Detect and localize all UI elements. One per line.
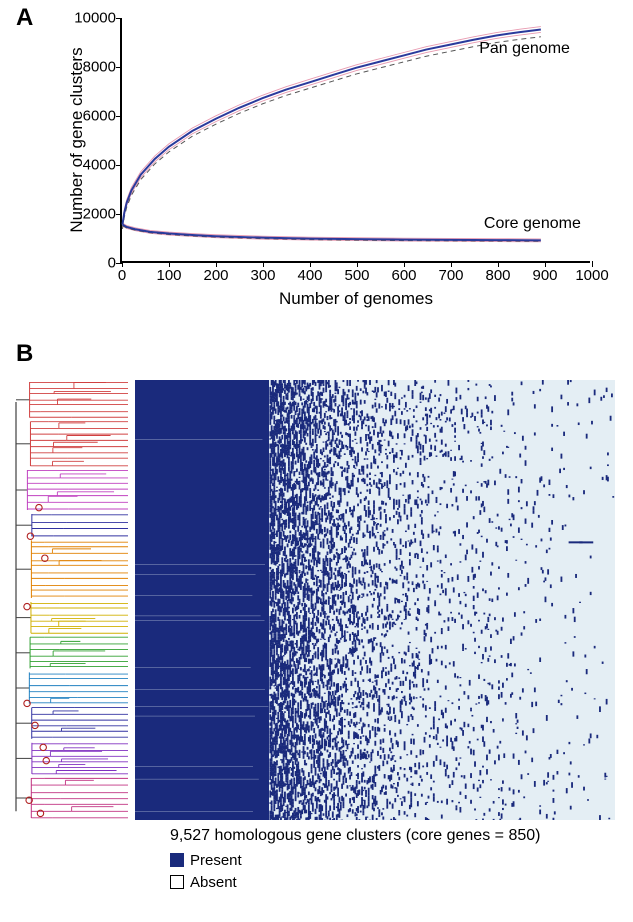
panel-a-xlabel: Number of genomes — [279, 289, 433, 309]
figure-root: A Number of gene clusters Number of geno… — [0, 0, 633, 922]
absent-swatch — [170, 875, 184, 889]
legend-absent: Absent — [170, 872, 242, 894]
legend-present-text: Present — [190, 852, 242, 869]
presence-absence-heatmap — [135, 380, 615, 820]
core-genome-label: Core genome — [484, 215, 581, 233]
heatmap-caption: 9,527 homologous gene clusters (core gen… — [170, 827, 540, 845]
pan-genome-label: Pan genome — [479, 40, 570, 58]
heatmap-legend: Present Absent — [170, 850, 242, 894]
legend-absent-text: Absent — [190, 874, 237, 891]
panel-a-chart: Number of gene clusters Number of genome… — [120, 18, 590, 263]
panel-a: Number of gene clusters Number of genome… — [65, 8, 620, 308]
present-swatch — [170, 853, 184, 867]
phylo-tree — [10, 380, 130, 820]
panel-b-label: B — [16, 340, 33, 368]
legend-present: Present — [170, 850, 242, 872]
panel-a-label: A — [16, 4, 33, 32]
panel-b: 9,527 homologous gene clusters (core gen… — [10, 365, 623, 895]
